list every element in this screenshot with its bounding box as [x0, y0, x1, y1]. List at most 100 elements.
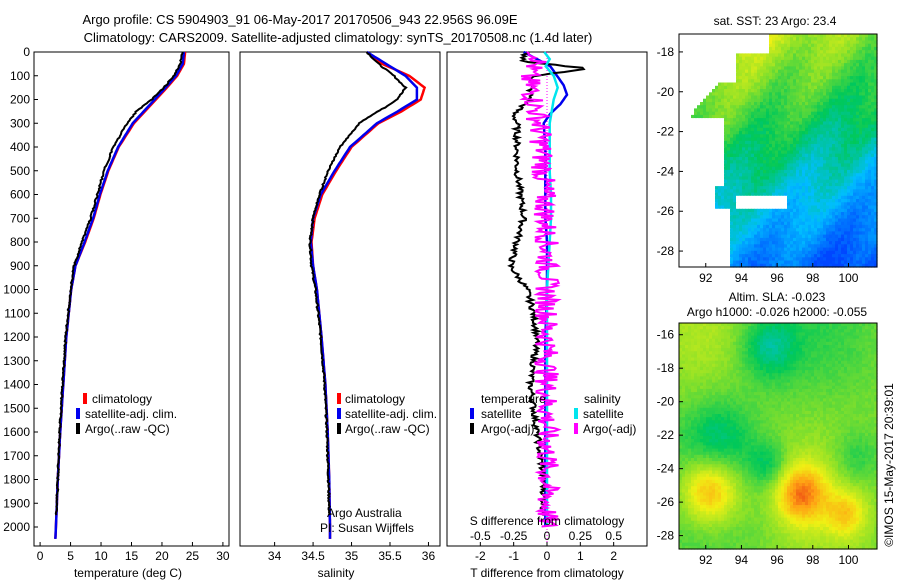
series-line-temperature-argo-adj-: [507, 51, 586, 517]
map-cell: [802, 195, 806, 200]
map-cell: [850, 254, 854, 258]
map-cell: [781, 186, 785, 190]
map-cell: [745, 234, 749, 239]
map-cell: [838, 147, 842, 152]
map-cell: [823, 228, 827, 232]
map-cell: [733, 202, 737, 207]
map-cell: [784, 254, 788, 258]
land-cell: [742, 195, 746, 200]
map-cell: [856, 98, 860, 103]
map-cell: [835, 182, 839, 187]
map-cell: [817, 85, 821, 90]
land-cell: [694, 212, 698, 216]
map-cell: [772, 173, 776, 177]
land-cell: [727, 37, 731, 41]
map-cell: [868, 173, 872, 177]
map-cell: [826, 111, 830, 116]
map-cell: [856, 199, 860, 203]
land-cell: [685, 150, 689, 155]
land-cell: [679, 144, 683, 148]
map-cell: [841, 257, 845, 262]
land-cell: [712, 72, 716, 77]
map-cell: [862, 46, 866, 51]
map-cell: [736, 218, 740, 223]
map-cell: [871, 163, 875, 168]
land-cell: [700, 37, 704, 41]
map-cell: [751, 244, 755, 249]
land-cell: [778, 199, 782, 203]
map-cell: [754, 257, 758, 262]
map-cell: [763, 89, 767, 93]
map-cell: [769, 76, 773, 80]
map-cell: [766, 66, 770, 71]
map-cell: [766, 247, 770, 252]
land-cell: [757, 34, 761, 38]
map-cell: [715, 108, 719, 113]
map-cell: [847, 166, 851, 171]
legend-swatch-satellite: [76, 408, 80, 419]
map-cell: [865, 124, 869, 129]
map-cell: [838, 37, 842, 41]
map-cell: [739, 66, 743, 71]
land-cell: [703, 118, 707, 122]
map-cell: [841, 176, 845, 181]
land-cell: [781, 195, 785, 200]
land-cell: [700, 186, 704, 190]
land-cell: [679, 53, 683, 58]
map-cell: [745, 263, 749, 268]
land-cell: [682, 34, 686, 38]
land-cell: [682, 166, 686, 171]
map-cell: [763, 237, 767, 242]
map-cell: [853, 131, 857, 135]
land-cell: [688, 228, 692, 232]
map-cell: [793, 131, 797, 135]
map-cell: [832, 228, 836, 232]
map-cell: [838, 208, 842, 213]
map-cell: [868, 179, 872, 184]
land-cell: [691, 234, 695, 239]
map-cell: [805, 323, 809, 327]
map-cell: [778, 208, 782, 213]
land-cell: [694, 121, 698, 126]
map-cell: [868, 69, 872, 74]
land-cell: [706, 63, 710, 67]
map-cell: [808, 215, 812, 219]
map-cell: [790, 66, 794, 71]
map-cell: [826, 250, 830, 255]
map-cell: [721, 82, 725, 87]
map-cell: [742, 323, 746, 327]
map-cell: [724, 166, 728, 171]
land-cell: [733, 79, 737, 84]
map-cell: [805, 241, 809, 245]
land-cell: [706, 208, 710, 213]
land-cell: [715, 163, 719, 168]
map-cell: [820, 218, 824, 223]
map-cell: [733, 124, 737, 129]
map-cell: [838, 59, 842, 64]
map-cell: [829, 66, 833, 71]
series-line-argo-raw-qc-: [308, 51, 408, 516]
map-cell: [817, 231, 821, 236]
map-cell: [844, 79, 848, 84]
map-cell: [862, 260, 866, 265]
map-cell: [862, 102, 866, 106]
map-cell: [799, 263, 803, 268]
map-cell: [754, 59, 758, 64]
land-cell: [712, 169, 716, 174]
land-cell: [700, 234, 704, 239]
map-cell: [868, 228, 872, 232]
map-cell: [850, 50, 854, 54]
map-cell: [733, 121, 737, 126]
map-cell: [769, 163, 773, 168]
map-cell: [847, 189, 851, 194]
map-cell: [805, 63, 809, 67]
map-cell: [850, 157, 854, 161]
top-tick-label: 0: [544, 529, 551, 543]
map-cell: [787, 144, 791, 148]
header-line-1: Argo profile: CS 5904903_91 06-May-2017 …: [82, 12, 517, 27]
map-cell: [826, 205, 830, 210]
map-cell: [736, 147, 740, 152]
map-cell: [832, 163, 836, 168]
map-cell: [835, 111, 839, 116]
map-cell: [796, 34, 800, 38]
